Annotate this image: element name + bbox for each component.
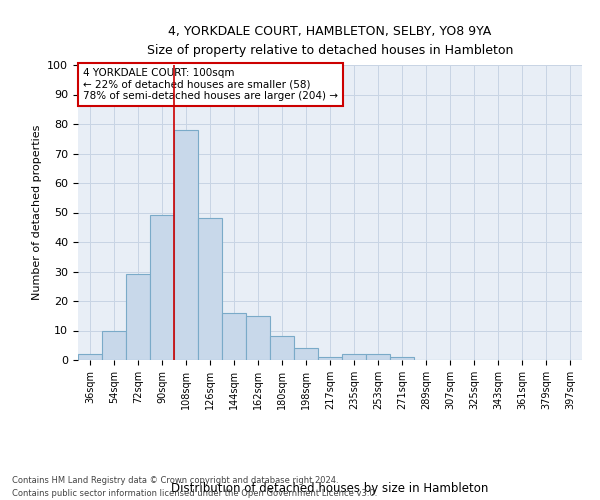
- Bar: [174, 130, 198, 360]
- Bar: [270, 336, 294, 360]
- Text: Contains HM Land Registry data © Crown copyright and database right 2024.
Contai: Contains HM Land Registry data © Crown c…: [12, 476, 377, 498]
- Bar: [342, 354, 366, 360]
- Bar: [78, 354, 102, 360]
- Bar: [366, 354, 390, 360]
- Bar: [198, 218, 222, 360]
- Bar: [126, 274, 150, 360]
- Bar: [246, 316, 270, 360]
- Bar: [150, 216, 174, 360]
- Text: 4 YORKDALE COURT: 100sqm
← 22% of detached houses are smaller (58)
78% of semi-d: 4 YORKDALE COURT: 100sqm ← 22% of detach…: [83, 68, 338, 101]
- Bar: [294, 348, 318, 360]
- Y-axis label: Number of detached properties: Number of detached properties: [32, 125, 42, 300]
- Bar: [390, 357, 414, 360]
- Bar: [318, 357, 342, 360]
- Title: 4, YORKDALE COURT, HAMBLETON, SELBY, YO8 9YA
Size of property relative to detach: 4, YORKDALE COURT, HAMBLETON, SELBY, YO8…: [147, 25, 513, 57]
- Bar: [222, 313, 246, 360]
- Text: Distribution of detached houses by size in Hambleton: Distribution of detached houses by size …: [172, 482, 488, 495]
- Bar: [102, 330, 126, 360]
